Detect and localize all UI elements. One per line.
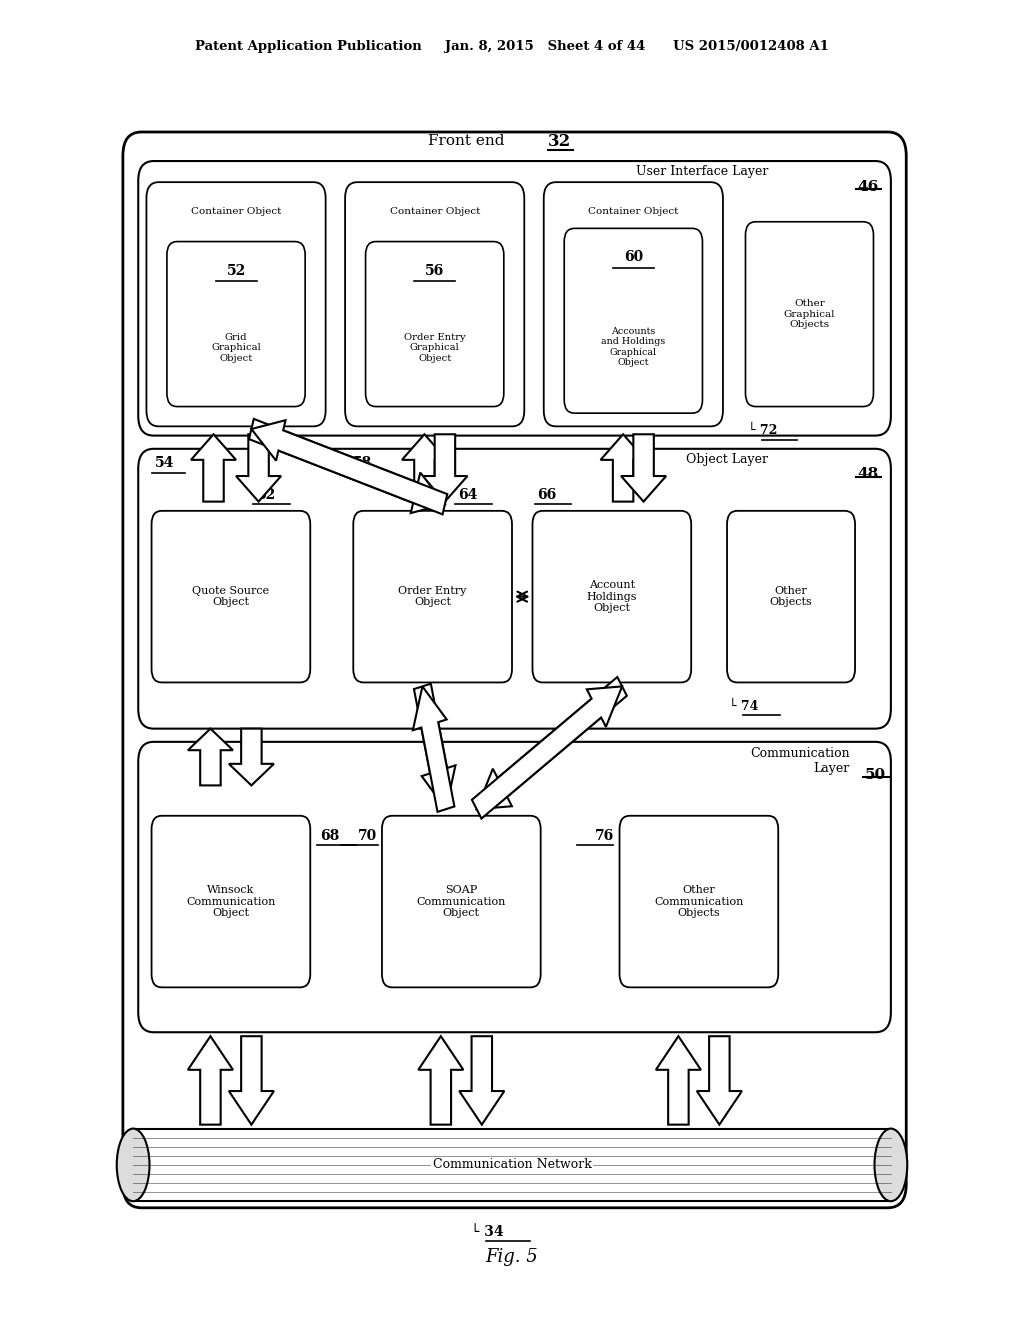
Text: 68: 68 [321,829,340,842]
FancyArrow shape [228,729,273,785]
Text: Communication Network: Communication Network [432,1159,592,1171]
FancyArrow shape [655,1036,700,1125]
Text: Accounts
and Holdings
Graphical
Object: Accounts and Holdings Graphical Object [601,327,666,367]
Text: Communication
Layer: Communication Layer [751,747,850,775]
Text: Fig. 5: Fig. 5 [485,1247,539,1266]
Text: 54: 54 [155,457,174,470]
Text: Other
Communication
Objects: Other Communication Objects [654,884,743,919]
Text: Object Layer: Object Layer [686,453,768,466]
Text: 52: 52 [226,264,246,277]
Text: Other
Graphical
Objects: Other Graphical Objects [783,300,836,329]
Text: └ 72: └ 72 [748,424,777,437]
FancyBboxPatch shape [727,511,855,682]
Text: 60: 60 [624,251,643,264]
Text: 56: 56 [425,264,444,277]
Text: Order Entry
Graphical
Object: Order Entry Graphical Object [403,333,466,363]
FancyArrow shape [252,420,447,515]
Text: 66: 66 [538,488,557,502]
FancyArrow shape [249,418,444,513]
FancyBboxPatch shape [532,511,691,682]
FancyBboxPatch shape [620,816,778,987]
Text: 62: 62 [256,488,275,502]
Text: Patent Application Publication     Jan. 8, 2015   Sheet 4 of 44      US 2015/001: Patent Application Publication Jan. 8, 2… [195,40,829,53]
FancyArrow shape [418,1036,463,1125]
FancyArrow shape [190,434,236,502]
FancyBboxPatch shape [366,242,504,407]
FancyArrow shape [472,686,623,818]
FancyArrow shape [413,686,455,812]
FancyArrow shape [401,434,446,502]
FancyArrow shape [600,434,646,502]
Text: └ 74: └ 74 [729,700,759,713]
Text: Quote Source
Object: Quote Source Object [193,586,269,607]
FancyBboxPatch shape [167,242,305,407]
FancyArrow shape [477,677,627,809]
FancyBboxPatch shape [353,511,512,682]
Ellipse shape [117,1129,150,1201]
Text: 58: 58 [353,457,373,470]
Text: SOAP
Communication
Object: SOAP Communication Object [417,884,506,919]
Text: └ 34: └ 34 [471,1225,504,1238]
FancyBboxPatch shape [146,182,326,426]
Text: User Interface Layer: User Interface Layer [636,165,768,178]
FancyBboxPatch shape [138,449,891,729]
FancyBboxPatch shape [382,816,541,987]
Text: Winsock
Communication
Object: Winsock Communication Object [186,884,275,919]
Text: Order Entry
Object: Order Entry Object [398,586,467,607]
Text: Other
Objects: Other Objects [770,586,812,607]
FancyBboxPatch shape [123,132,906,1208]
Text: 70: 70 [357,829,377,842]
FancyBboxPatch shape [152,816,310,987]
Text: Account
Holdings
Object: Account Holdings Object [587,579,637,614]
FancyBboxPatch shape [745,222,873,407]
Bar [133,1129,891,1201]
FancyArrow shape [236,434,281,502]
Text: 46: 46 [858,180,879,194]
Text: Container Object: Container Object [190,207,282,215]
FancyArrow shape [228,1036,273,1125]
FancyArrow shape [696,1036,741,1125]
FancyArrow shape [422,434,467,502]
Text: Container Object: Container Object [588,207,679,215]
Text: 50: 50 [865,768,886,783]
FancyArrow shape [188,1036,232,1125]
FancyBboxPatch shape [152,511,310,682]
FancyArrow shape [188,729,232,785]
FancyArrow shape [414,684,456,809]
FancyBboxPatch shape [345,182,524,426]
Text: Grid
Graphical
Object: Grid Graphical Object [211,333,261,363]
Ellipse shape [874,1129,907,1201]
Text: 48: 48 [858,467,879,482]
FancyBboxPatch shape [138,161,891,436]
FancyArrow shape [459,1036,505,1125]
Text: 76: 76 [595,829,614,842]
FancyBboxPatch shape [138,742,891,1032]
Text: 64: 64 [459,488,477,502]
Text: Container Object: Container Object [389,207,480,215]
FancyBboxPatch shape [564,228,702,413]
FancyArrow shape [621,434,667,502]
FancyBboxPatch shape [544,182,723,426]
Text: 32: 32 [548,133,571,149]
Text: Front end: Front end [428,135,504,148]
